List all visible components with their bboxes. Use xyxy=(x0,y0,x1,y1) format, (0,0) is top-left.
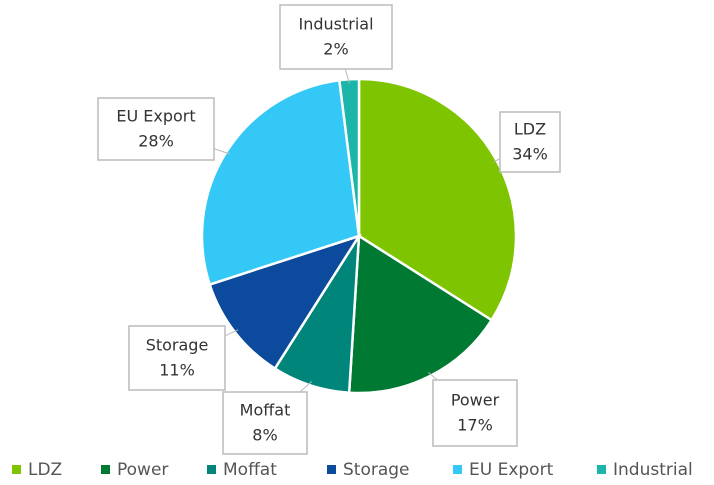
legend-label: Industrial xyxy=(613,460,693,480)
legend-label: Power xyxy=(117,460,168,480)
pie-slice xyxy=(337,77,361,237)
legend-swatch xyxy=(453,465,462,474)
label-value: 8% xyxy=(252,426,277,445)
legend-label: LDZ xyxy=(28,460,62,480)
label-value: 11% xyxy=(159,361,195,380)
legend-swatch xyxy=(12,465,21,474)
legend-swatch xyxy=(101,465,110,474)
label-box xyxy=(432,379,518,447)
label-category: Power xyxy=(451,391,500,410)
pie-slice xyxy=(208,233,362,371)
label-value: 34% xyxy=(512,145,548,164)
label-category: LDZ xyxy=(514,120,546,139)
label-value: 2% xyxy=(323,40,348,59)
legend-swatch xyxy=(597,465,606,474)
label-category: EU Export xyxy=(116,107,195,126)
label-category: Storage xyxy=(146,336,209,355)
label-category: Industrial xyxy=(298,15,373,34)
pie-slice xyxy=(200,78,361,287)
legend-label: Storage xyxy=(343,460,410,480)
label-box xyxy=(499,111,561,173)
legend-swatch xyxy=(207,465,216,474)
label-value: 28% xyxy=(138,132,174,151)
label-value: 17% xyxy=(457,416,493,435)
legend-label: EU Export xyxy=(469,460,554,480)
label-box xyxy=(222,391,308,455)
legend-swatch xyxy=(327,465,336,474)
label-box xyxy=(97,97,215,161)
label-category: Moffat xyxy=(240,401,291,420)
pie-slice xyxy=(347,233,494,395)
label-box xyxy=(279,4,393,70)
label-box xyxy=(128,325,226,391)
legend-label: Moffat xyxy=(223,460,277,480)
